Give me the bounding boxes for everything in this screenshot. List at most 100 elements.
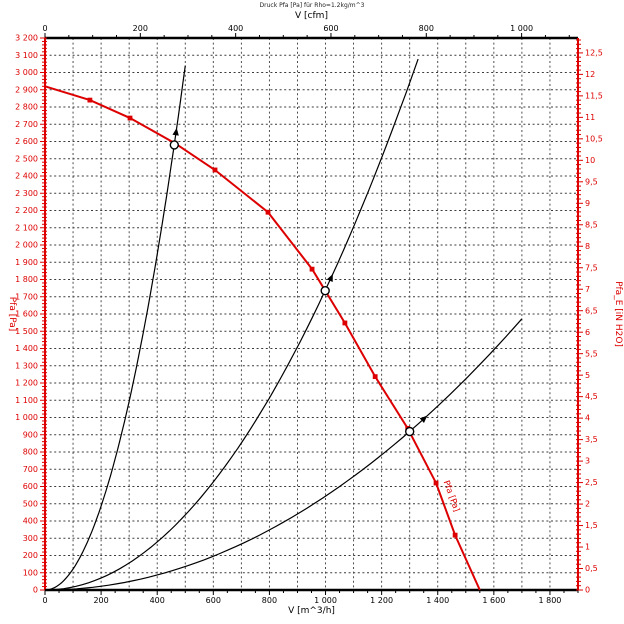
svg-text:11,5: 11,5	[585, 91, 603, 100]
svg-text:2 300: 2 300	[15, 189, 38, 198]
svg-text:400: 400	[150, 596, 165, 605]
svg-text:800: 800	[23, 448, 38, 457]
svg-text:5,5: 5,5	[585, 349, 598, 358]
svg-text:V [m^3/h]: V [m^3/h]	[288, 606, 335, 616]
left-axis: 0 100 200 300 400 500 600 700 800 900 1 000 1 100 1 …	[7, 34, 47, 595]
operating-point-marker	[320, 286, 330, 296]
svg-text:1 900: 1 900	[15, 258, 38, 267]
svg-text:7: 7	[585, 285, 590, 294]
fan-curve-data-point	[309, 266, 315, 272]
svg-text:500: 500	[23, 499, 38, 508]
svg-text:8: 8	[585, 242, 590, 251]
svg-text:0: 0	[42, 24, 47, 33]
system-curves	[44, 58, 523, 591]
fan-curve	[44, 85, 481, 591]
svg-text:2 900: 2 900	[15, 85, 38, 94]
svg-text:600: 600	[323, 24, 338, 33]
svg-text:2 400: 2 400	[15, 172, 38, 181]
svg-text:10: 10	[585, 156, 595, 165]
svg-text:3 200: 3 200	[15, 34, 38, 43]
svg-text:8,5: 8,5	[585, 220, 598, 229]
fan-curve-data-point	[212, 167, 218, 173]
svg-text:2 100: 2 100	[15, 223, 38, 232]
svg-text:1 400: 1 400	[15, 344, 38, 353]
svg-text:6: 6	[585, 328, 590, 337]
svg-text:600: 600	[206, 596, 221, 605]
fan-curve-data-point	[452, 532, 458, 538]
svg-text:1 800: 1 800	[15, 275, 38, 284]
svg-text:1 200: 1 200	[370, 596, 393, 605]
svg-text:0,5: 0,5	[585, 564, 598, 573]
curve-label: Pfa [Pa]	[441, 479, 462, 513]
svg-text:3 000: 3 000	[15, 68, 38, 77]
svg-text:1 000: 1 000	[314, 596, 337, 605]
bottom-axis: 0 200 400 600 800 1 000 1 200 1 400 1 600 1 800 V …	[42, 588, 579, 616]
system-curve-arrow	[326, 273, 333, 283]
svg-text:2 700: 2 700	[15, 120, 38, 129]
svg-text:1 600: 1 600	[15, 310, 38, 319]
fan-curve-data-point	[342, 320, 348, 326]
svg-text:700: 700	[23, 465, 38, 474]
svg-text:300: 300	[23, 534, 38, 543]
svg-text:400: 400	[228, 24, 243, 33]
svg-text:1 300: 1 300	[15, 361, 38, 370]
svg-text:600: 600	[23, 482, 38, 491]
svg-text:1 600: 1 600	[482, 596, 505, 605]
svg-text:9: 9	[585, 199, 590, 208]
svg-text:3 100: 3 100	[15, 51, 38, 60]
svg-text:2: 2	[585, 500, 590, 509]
svg-text:100: 100	[23, 568, 38, 577]
svg-text:200: 200	[93, 596, 108, 605]
svg-text:0: 0	[42, 596, 47, 605]
svg-text:200: 200	[23, 551, 38, 560]
svg-text:1 000: 1 000	[15, 413, 38, 422]
grid	[45, 38, 578, 590]
svg-text:800: 800	[262, 596, 277, 605]
svg-text:1 200: 1 200	[15, 379, 38, 388]
svg-text:6,5: 6,5	[585, 306, 598, 315]
svg-text:1: 1	[585, 543, 590, 552]
top-axis: 0 200 400 600 800 1 000 V [cfm]	[42, 11, 578, 40]
svg-text:1 500: 1 500	[15, 327, 38, 336]
svg-text:1 800: 1 800	[538, 596, 561, 605]
operating-points	[169, 127, 428, 437]
svg-text:2 800: 2 800	[15, 103, 38, 112]
svg-text:11: 11	[585, 113, 595, 122]
svg-text:12: 12	[585, 70, 595, 79]
svg-text:5: 5	[585, 371, 590, 380]
svg-text:Pfa [Pa]: Pfa [Pa]	[7, 297, 17, 332]
svg-text:4: 4	[585, 414, 590, 423]
svg-text:10,5: 10,5	[585, 134, 603, 143]
fan-curve-data-point	[87, 97, 93, 103]
system-curve-3	[44, 318, 523, 591]
fan-curve-data-point	[372, 374, 378, 380]
svg-text:900: 900	[23, 430, 38, 439]
svg-text:2 500: 2 500	[15, 154, 38, 163]
svg-text:400: 400	[23, 517, 38, 526]
svg-text:0: 0	[585, 586, 590, 595]
svg-text:4,5: 4,5	[585, 392, 598, 401]
system-curve-2	[44, 58, 419, 591]
svg-text:Pfa_E [iN H2O]: Pfa_E [iN H2O]	[613, 281, 623, 347]
svg-text:0: 0	[33, 586, 38, 595]
svg-text:1,5: 1,5	[585, 521, 598, 530]
chart-title: Druck Pfa [Pa] für Rho=1.2kg/m^3	[259, 2, 365, 9]
svg-text:9,5: 9,5	[585, 177, 598, 186]
operating-point-marker	[169, 140, 180, 150]
fan-curve-data-point	[127, 115, 133, 121]
system-curve-arrow	[172, 127, 179, 136]
svg-text:1 100: 1 100	[15, 396, 38, 405]
svg-text:1 700: 1 700	[15, 292, 38, 301]
system-curve-1	[44, 65, 186, 591]
fan-curve-data-point	[433, 480, 439, 486]
svg-text:2,5: 2,5	[585, 478, 598, 487]
fan-curve-data-point	[265, 209, 271, 215]
svg-text:V [cfm]: V [cfm]	[295, 11, 328, 21]
right-axis: 00,511,522,533,544,555,566,577,588,599,5…	[576, 38, 623, 595]
svg-text:12,5: 12,5	[585, 49, 603, 58]
svg-text:2 200: 2 200	[15, 206, 38, 215]
svg-text:200: 200	[133, 24, 148, 33]
svg-text:800: 800	[419, 24, 434, 33]
